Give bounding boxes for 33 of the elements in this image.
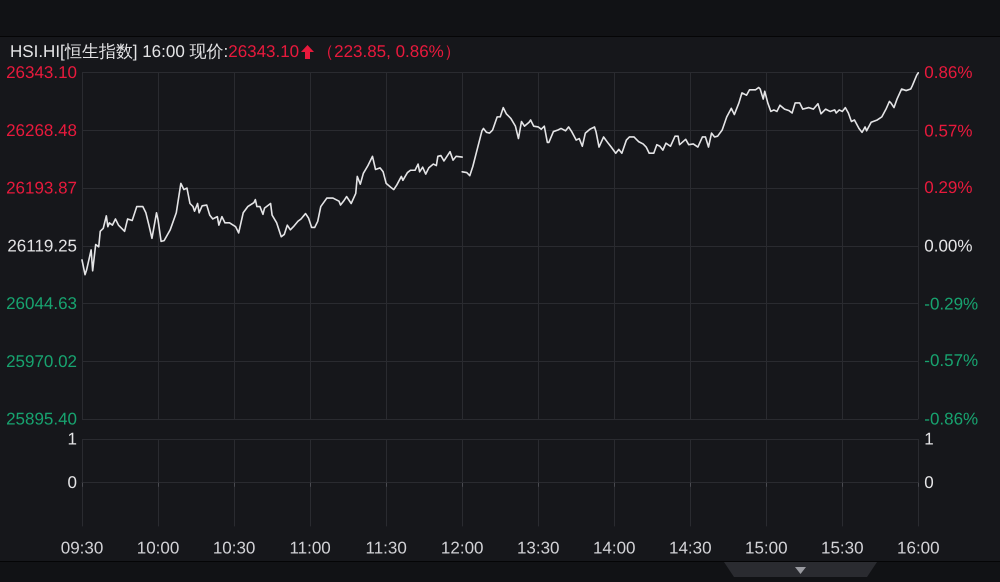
text: 0.57% [924, 122, 973, 141]
text: 0.00% [924, 236, 973, 256]
y-tick-label: 25970.02 [6, 352, 77, 371]
y-tick-label: 26119.25 [7, 236, 77, 256]
x-tick-label: 11:00 [289, 538, 331, 558]
x-tick-label: 13:30 [516, 538, 560, 558]
x-tick-label: 10:00 [136, 538, 180, 558]
chart-subtitle: 26343.10 [228, 42, 300, 62]
y-tick-label: 26268.48 [6, 120, 77, 140]
text: 0.29% [924, 178, 973, 197]
y-tick-label: 26044.63 [6, 294, 77, 314]
x-tick-label: 15:30 [821, 538, 864, 558]
y-tick-label: 1 [68, 430, 77, 448]
text: -0.29% [924, 294, 978, 314]
text: （223.85, 0.86%） [317, 42, 461, 62]
y-tick-label: 26343.10 [6, 63, 77, 82]
x-tick-label: 10:30 [212, 538, 256, 558]
y2-tick-label: 1 [924, 430, 934, 448]
y-tick-label: 0 [68, 473, 77, 492]
x-tick-label: 11:30 [366, 538, 407, 558]
text: -0.86% [924, 410, 978, 428]
y-tick-label: 25895.40 [6, 410, 77, 428]
x-tick-label: 09:30 [60, 538, 104, 558]
x-tick-label: 15:00 [744, 538, 788, 558]
x-tick-label: 16:00 [897, 538, 940, 558]
x-tick-label: 14:30 [668, 538, 712, 558]
x-tick-label: 12:00 [440, 538, 484, 558]
y-tick-label: 26193.87 [6, 178, 77, 198]
text: 0.86% [924, 63, 973, 82]
chart-title: HSI.HI[恒生指数] 16:00 现价: [10, 42, 228, 62]
x-tick-label: 14:00 [592, 538, 636, 558]
text: -0.57% [924, 351, 978, 370]
y2-tick-label: 0 [924, 473, 934, 492]
